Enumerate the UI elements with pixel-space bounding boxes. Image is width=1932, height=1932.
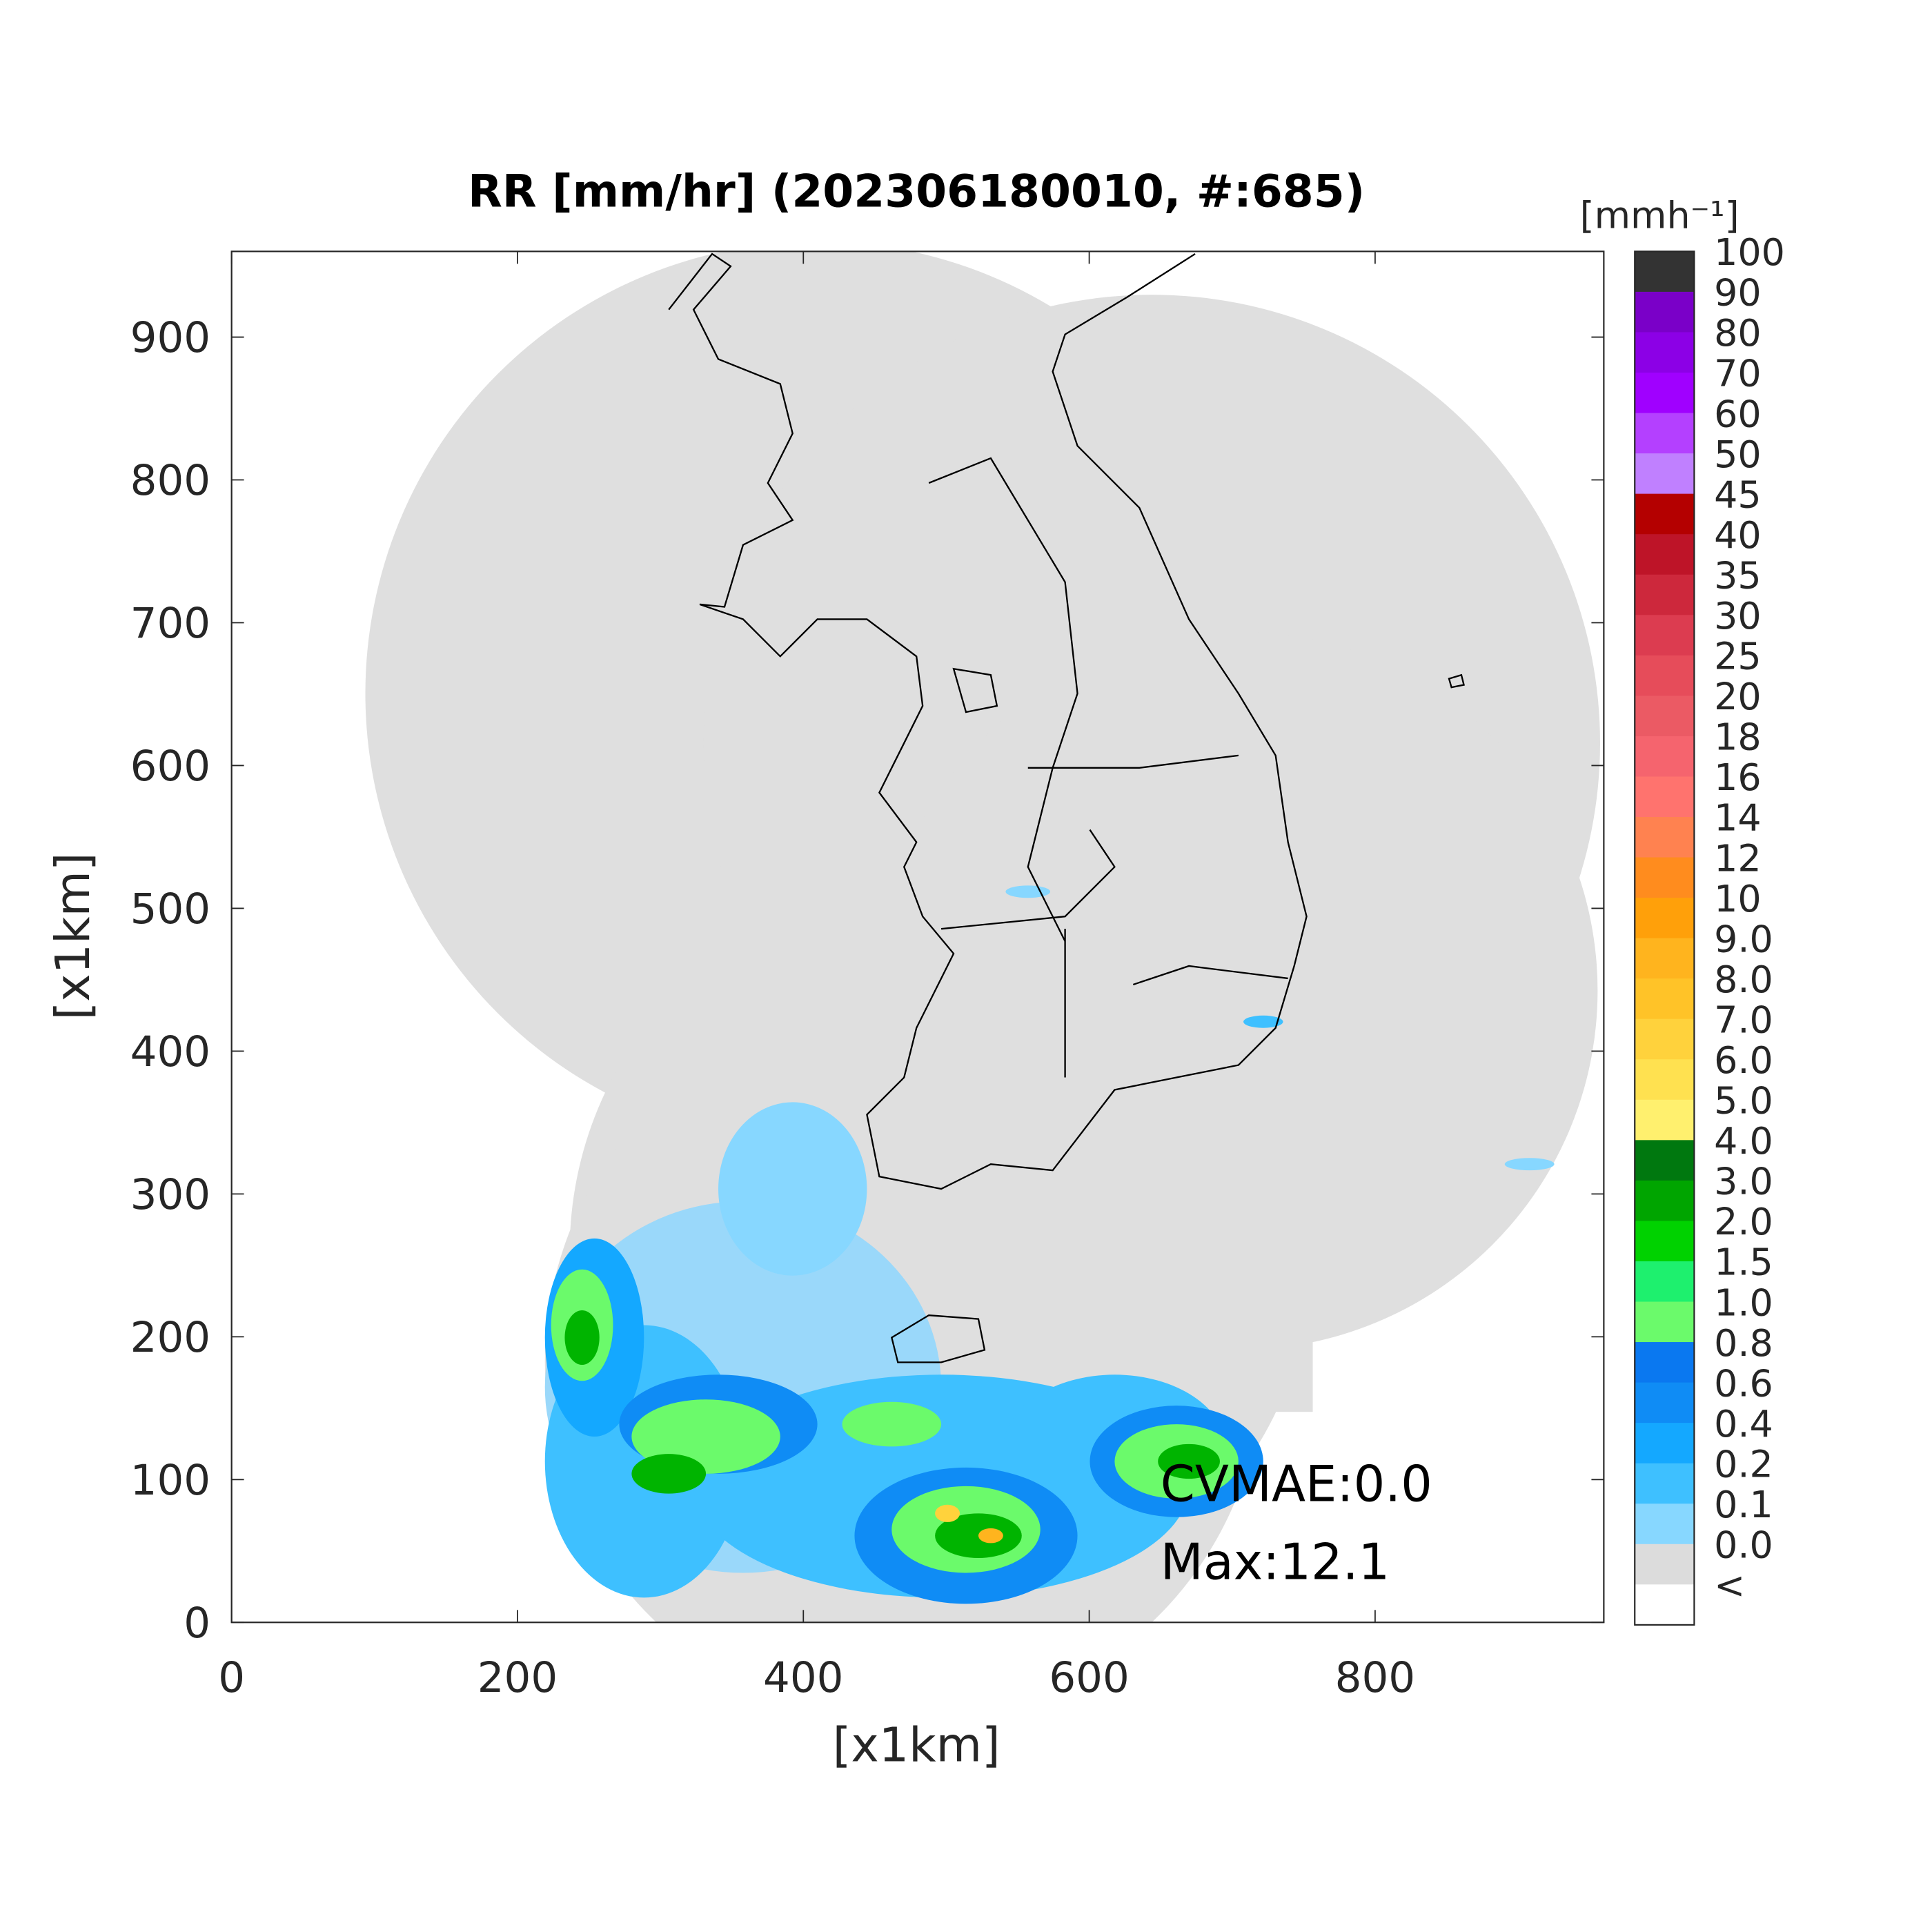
colorbar-segment bbox=[1635, 1504, 1695, 1545]
colorbar-label: 70 bbox=[1714, 352, 1762, 395]
colorbar-segment bbox=[1635, 816, 1695, 858]
colorbar-segment bbox=[1635, 372, 1695, 414]
colorbar-label: 0.1 bbox=[1714, 1483, 1773, 1526]
colorbar-frame bbox=[1634, 250, 1695, 1626]
y-tick-label: 500 bbox=[130, 885, 210, 934]
colorbar-label: 10 bbox=[1714, 877, 1762, 920]
colorbar-segment bbox=[1635, 1180, 1695, 1222]
colorbar-segment bbox=[1635, 898, 1695, 939]
colorbar-label: 7.0 bbox=[1714, 998, 1773, 1041]
colorbar-segment bbox=[1635, 736, 1695, 778]
colorbar-segment bbox=[1635, 1018, 1695, 1061]
colorbar-label: 0.0 bbox=[1714, 1524, 1773, 1567]
annotation: Max:12.1 bbox=[1161, 1532, 1390, 1590]
plot-frame bbox=[230, 250, 1605, 1624]
colorbar-label: 80 bbox=[1714, 311, 1762, 355]
x-tick-label: 0 bbox=[218, 1653, 245, 1702]
colorbar-label: 40 bbox=[1714, 513, 1762, 557]
y-tick-label: 600 bbox=[130, 742, 210, 791]
colorbar-segment bbox=[1635, 938, 1695, 980]
y-tick-label: 700 bbox=[130, 599, 210, 648]
colorbar-label: 90 bbox=[1714, 271, 1762, 315]
colorbar-label: 6.0 bbox=[1714, 1038, 1773, 1082]
colorbar-label: 5.0 bbox=[1714, 1079, 1773, 1123]
coastline bbox=[668, 253, 1465, 1363]
y-tick-label: 0 bbox=[184, 1599, 210, 1648]
y-tick-label: 800 bbox=[130, 456, 210, 505]
colorbar-label: 14 bbox=[1714, 796, 1762, 840]
colorbar-segment bbox=[1635, 1221, 1695, 1262]
x-axis-label: [x1km] bbox=[833, 1718, 1000, 1773]
colorbar-label: 0.6 bbox=[1714, 1361, 1773, 1405]
colorbar-segment bbox=[1635, 1584, 1695, 1626]
colorbar-segment bbox=[1635, 332, 1695, 373]
colorbar-segment bbox=[1635, 251, 1695, 293]
colorbar-label: 35 bbox=[1714, 553, 1762, 597]
colorbar-segment bbox=[1635, 857, 1695, 898]
y-axis-label: [x1km] bbox=[46, 852, 101, 1020]
x-tick-label: 800 bbox=[1335, 1653, 1415, 1702]
colorbar-segment bbox=[1635, 1261, 1695, 1303]
colorbar-segment bbox=[1635, 574, 1695, 616]
colorbar-label: 1.5 bbox=[1714, 1241, 1773, 1284]
y-tick-label: 300 bbox=[130, 1170, 210, 1219]
colorbar-segment bbox=[1635, 1059, 1695, 1101]
colorbar-segment bbox=[1635, 493, 1695, 535]
colorbar-label: 8.0 bbox=[1714, 958, 1773, 1001]
colorbar-segment bbox=[1635, 655, 1695, 697]
colorbar-label: 0.4 bbox=[1714, 1402, 1773, 1446]
colorbar-segment bbox=[1635, 615, 1695, 656]
colorbar-segment bbox=[1635, 1140, 1695, 1181]
colorbar-segment bbox=[1635, 1382, 1695, 1424]
colorbar-label: 16 bbox=[1714, 756, 1762, 799]
colorbar-label: 1.0 bbox=[1714, 1281, 1773, 1324]
colorbar-segment bbox=[1635, 453, 1695, 495]
colorbar-segment bbox=[1635, 776, 1695, 818]
y-tick-label: 100 bbox=[130, 1456, 210, 1505]
colorbar-label: 0.8 bbox=[1714, 1321, 1773, 1365]
x-tick-label: 400 bbox=[763, 1653, 843, 1702]
colorbar-label: 20 bbox=[1714, 675, 1762, 718]
colorbar-label: 50 bbox=[1714, 433, 1762, 476]
precipitation bbox=[544, 885, 1555, 1604]
colorbar-segment bbox=[1635, 696, 1695, 737]
colorbar-label: 0.2 bbox=[1714, 1442, 1773, 1486]
x-tick-label: 200 bbox=[477, 1653, 558, 1702]
colorbar-segment bbox=[1635, 1463, 1695, 1505]
map bbox=[365, 251, 1600, 1623]
x-tick-label: 600 bbox=[1049, 1653, 1129, 1702]
colorbar-segment bbox=[1635, 413, 1695, 454]
annotation: CVMAE:0.0 bbox=[1161, 1455, 1432, 1512]
colorbar-segment bbox=[1635, 978, 1695, 1020]
colorbar-label: 60 bbox=[1714, 392, 1762, 435]
colorbar-label: 100 bbox=[1714, 230, 1785, 274]
colorbar-unit: [mmh⁻¹] bbox=[1580, 193, 1739, 237]
colorbar-label: 12 bbox=[1714, 836, 1762, 880]
colorbar-label: 18 bbox=[1714, 716, 1762, 759]
y-tick-label: 900 bbox=[130, 313, 210, 362]
colorbar-segment bbox=[1635, 1423, 1695, 1464]
colorbar-segment bbox=[1635, 534, 1695, 575]
colorbar-segment bbox=[1635, 1342, 1695, 1383]
colorbar-segment bbox=[1635, 1544, 1695, 1586]
colorbar-segment bbox=[1635, 1099, 1695, 1141]
title: RR [mm/hr] (202306180010, #:685) bbox=[468, 166, 1365, 218]
colorbar-segment bbox=[1635, 291, 1695, 333]
colorbar-label: 30 bbox=[1714, 594, 1762, 638]
colorbar-label: 2.0 bbox=[1714, 1200, 1773, 1243]
colorbar-label: 25 bbox=[1714, 635, 1762, 678]
colorbar-label: 3.0 bbox=[1714, 1160, 1773, 1203]
colorbar-segment bbox=[1635, 1301, 1695, 1343]
colorbar-label: 9.0 bbox=[1714, 917, 1773, 960]
colorbar-label: 4.0 bbox=[1714, 1119, 1773, 1163]
y-tick-label: 200 bbox=[130, 1313, 210, 1362]
y-tick-label: 400 bbox=[130, 1027, 210, 1076]
colorbar-label: < bbox=[1714, 1564, 1745, 1607]
colorbar-label: 45 bbox=[1714, 473, 1762, 516]
